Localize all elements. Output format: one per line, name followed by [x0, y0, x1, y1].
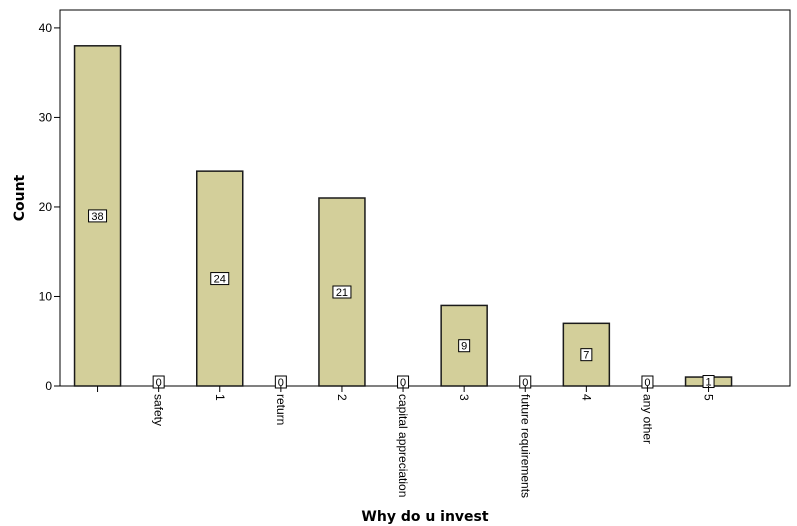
data-label-box [88, 209, 108, 223]
x-tick-label: 5 [702, 394, 716, 401]
data-label: 24 [214, 274, 226, 286]
x-tick-label: future requirements [518, 394, 532, 498]
data-label: 0 [400, 377, 406, 389]
y-tick-label: 30 [39, 110, 53, 124]
y-tick-label: 10 [39, 289, 53, 303]
data-label: 0 [644, 377, 650, 389]
data-label: 0 [278, 377, 284, 389]
x-tick-label: capital appreciation [396, 394, 410, 497]
y-tick-label: 40 [39, 21, 53, 35]
x-tick-label: return [274, 394, 288, 425]
data-label: 1 [705, 377, 711, 389]
x-tick-label: 2 [335, 394, 349, 401]
y-tick-label: 20 [39, 200, 53, 214]
data-label: 0 [522, 377, 528, 389]
data-label: 9 [461, 341, 467, 353]
x-tick-label: 3 [457, 394, 471, 401]
plot-area [59, 9, 791, 387]
data-label-box [580, 348, 593, 362]
x-tick-label: 4 [579, 394, 593, 401]
data-label: 21 [336, 287, 348, 299]
data-label: 38 [91, 211, 103, 223]
x-axis: safety 1 return 2 capital appreciation 3 futur… [97, 386, 716, 498]
x-tick-label: any other [640, 394, 654, 444]
y-axis: 0 10 20 30 40 [39, 21, 60, 393]
data-label-box [210, 272, 230, 286]
y-axis-title: Count [12, 174, 28, 221]
x-axis-title: Why do u invest [361, 509, 488, 525]
data-label-box [458, 339, 471, 353]
x-tick-label: safety [152, 394, 166, 426]
y-tick-label: 0 [45, 379, 52, 393]
bars: 38 0 24 0 21 0 9 0 7 0 1 [73, 45, 733, 389]
x-tick-label: 1 [213, 394, 227, 401]
data-label-box [332, 285, 352, 299]
data-label: 7 [583, 350, 589, 362]
data-label: 0 [156, 377, 162, 389]
